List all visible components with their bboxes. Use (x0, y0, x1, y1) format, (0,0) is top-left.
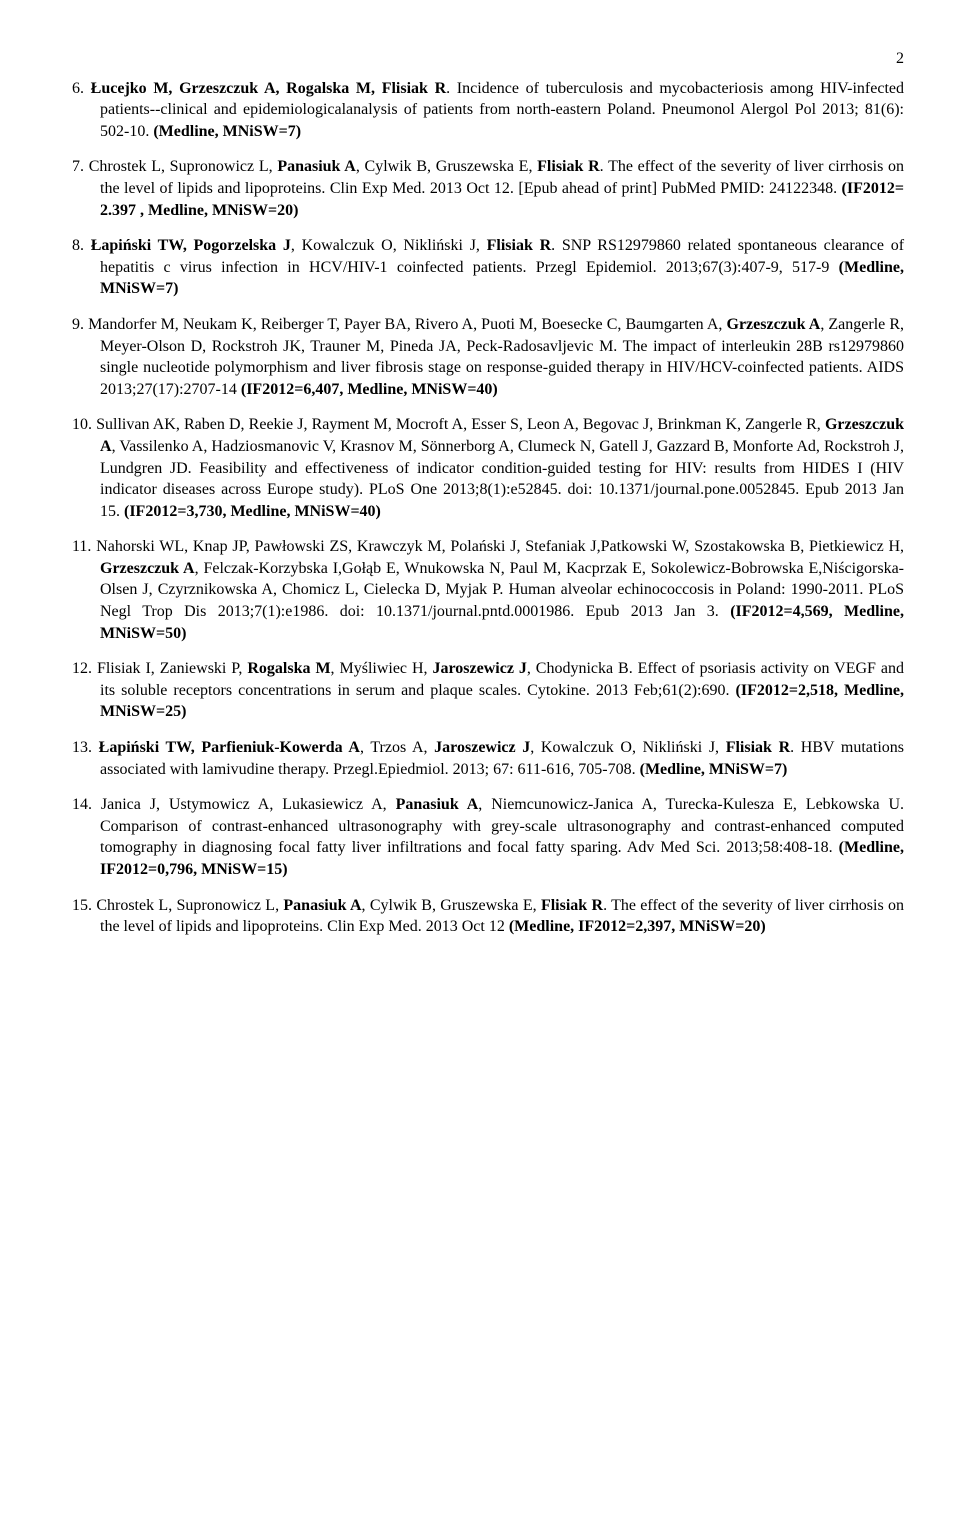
reference-bold-text: Flisiak R (541, 897, 603, 914)
reference-bold-text: (Medline, MNiSW=7) (153, 123, 301, 140)
reference-item: 8. Łapiński TW, Pogorzelska J, Kowalczuk… (72, 235, 904, 300)
reference-item: 12. Flisiak I, Zaniewski P, Rogalska M, … (72, 658, 904, 723)
reference-text: Chrostek L, Supronowicz L, (96, 897, 283, 914)
reference-number: 8. (72, 237, 91, 254)
reference-text: Sullivan AK, Raben D, Reekie J, Rayment … (96, 416, 825, 433)
reference-number: 11. (72, 538, 96, 555)
reference-bold-text: Jaroszewicz J (432, 660, 526, 677)
reference-number: 10. (72, 416, 96, 433)
reference-bold-text: (IF2012=3,730, Medline, MNiSW=40) (124, 503, 381, 520)
reference-bold-text: Łucejko M, Grzeszczuk A, Rogalska M, Fli… (91, 80, 446, 97)
reference-bold-text: Grzeszczuk A (727, 316, 821, 333)
reference-item: 10. Sullivan AK, Raben D, Reekie J, Raym… (72, 414, 904, 522)
reference-text: , Cylwik B, Gruszewska E, (356, 158, 537, 175)
reference-bold-text: (Medline, MNiSW=7) (640, 761, 788, 778)
reference-number: 6. (72, 80, 91, 97)
reference-text: , Myśliwiec H, (331, 660, 433, 677)
reference-bold-text: Flisiak R (726, 739, 790, 756)
reference-text: , Kowalczuk O, Nikliński J, (291, 237, 487, 254)
reference-item: 9. Mandorfer M, Neukam K, Reiberger T, P… (72, 314, 904, 400)
reference-bold-text: Grzeszczuk A (100, 560, 195, 577)
reference-item: 14. Janica J, Ustymowicz A, Lukasiewicz … (72, 794, 904, 880)
reference-text: Chrostek L, Supronowicz L, (89, 158, 278, 175)
reference-number: 12. (72, 660, 97, 677)
reference-item: 7. Chrostek L, Supronowicz L, Panasiuk A… (72, 156, 904, 221)
reference-bold-text: Panasiuk A (396, 796, 479, 813)
reference-text: Nahorski WL, Knap JP, Pawłowski ZS, Kraw… (96, 538, 904, 555)
reference-item: 6. Łucejko M, Grzeszczuk A, Rogalska M, … (72, 78, 904, 143)
reference-number: 14. (72, 796, 101, 813)
reference-bold-text: Panasiuk A (283, 897, 361, 914)
reference-bold-text: (IF2012=6,407, Medline, MNiSW=40) (241, 381, 498, 398)
reference-bold-text: Łapiński TW, Pogorzelska J (91, 237, 291, 254)
reference-item: 13. Łapiński TW, Parfieniuk-Kowerda A, T… (72, 737, 904, 780)
reference-text: , Kowalczuk O, Nikliński J, (530, 739, 725, 756)
reference-text: Flisiak I, Zaniewski P, (97, 660, 247, 677)
reference-list: 6. Łucejko M, Grzeszczuk A, Rogalska M, … (72, 78, 904, 938)
reference-text: Mandorfer M, Neukam K, Reiberger T, Paye… (88, 316, 726, 333)
reference-text: , Cylwik B, Gruszewska E, (362, 897, 541, 914)
reference-item: 15. Chrostek L, Supronowicz L, Panasiuk … (72, 895, 904, 938)
reference-bold-text: (Medline, IF2012=2,397, MNiSW=20) (509, 918, 766, 935)
reference-number: 13. (72, 739, 99, 756)
reference-text: Janica J, Ustymowicz A, Lukasiewicz A, (101, 796, 396, 813)
reference-number: 9. (72, 316, 88, 333)
page-number: 2 (72, 48, 904, 70)
reference-bold-text: Flisiak R (537, 158, 600, 175)
reference-text: , Trzos A, (360, 739, 434, 756)
reference-item: 11. Nahorski WL, Knap JP, Pawłowski ZS, … (72, 536, 904, 644)
reference-bold-text: Łapiński TW, Parfieniuk-Kowerda A (99, 739, 360, 756)
reference-number: 15. (72, 897, 96, 914)
reference-bold-text: Flisiak R (487, 237, 552, 254)
reference-bold-text: Panasiuk A (277, 158, 356, 175)
reference-number: 7. (72, 158, 89, 175)
reference-bold-text: Jaroszewicz J (434, 739, 530, 756)
reference-bold-text: Rogalska M (247, 660, 330, 677)
